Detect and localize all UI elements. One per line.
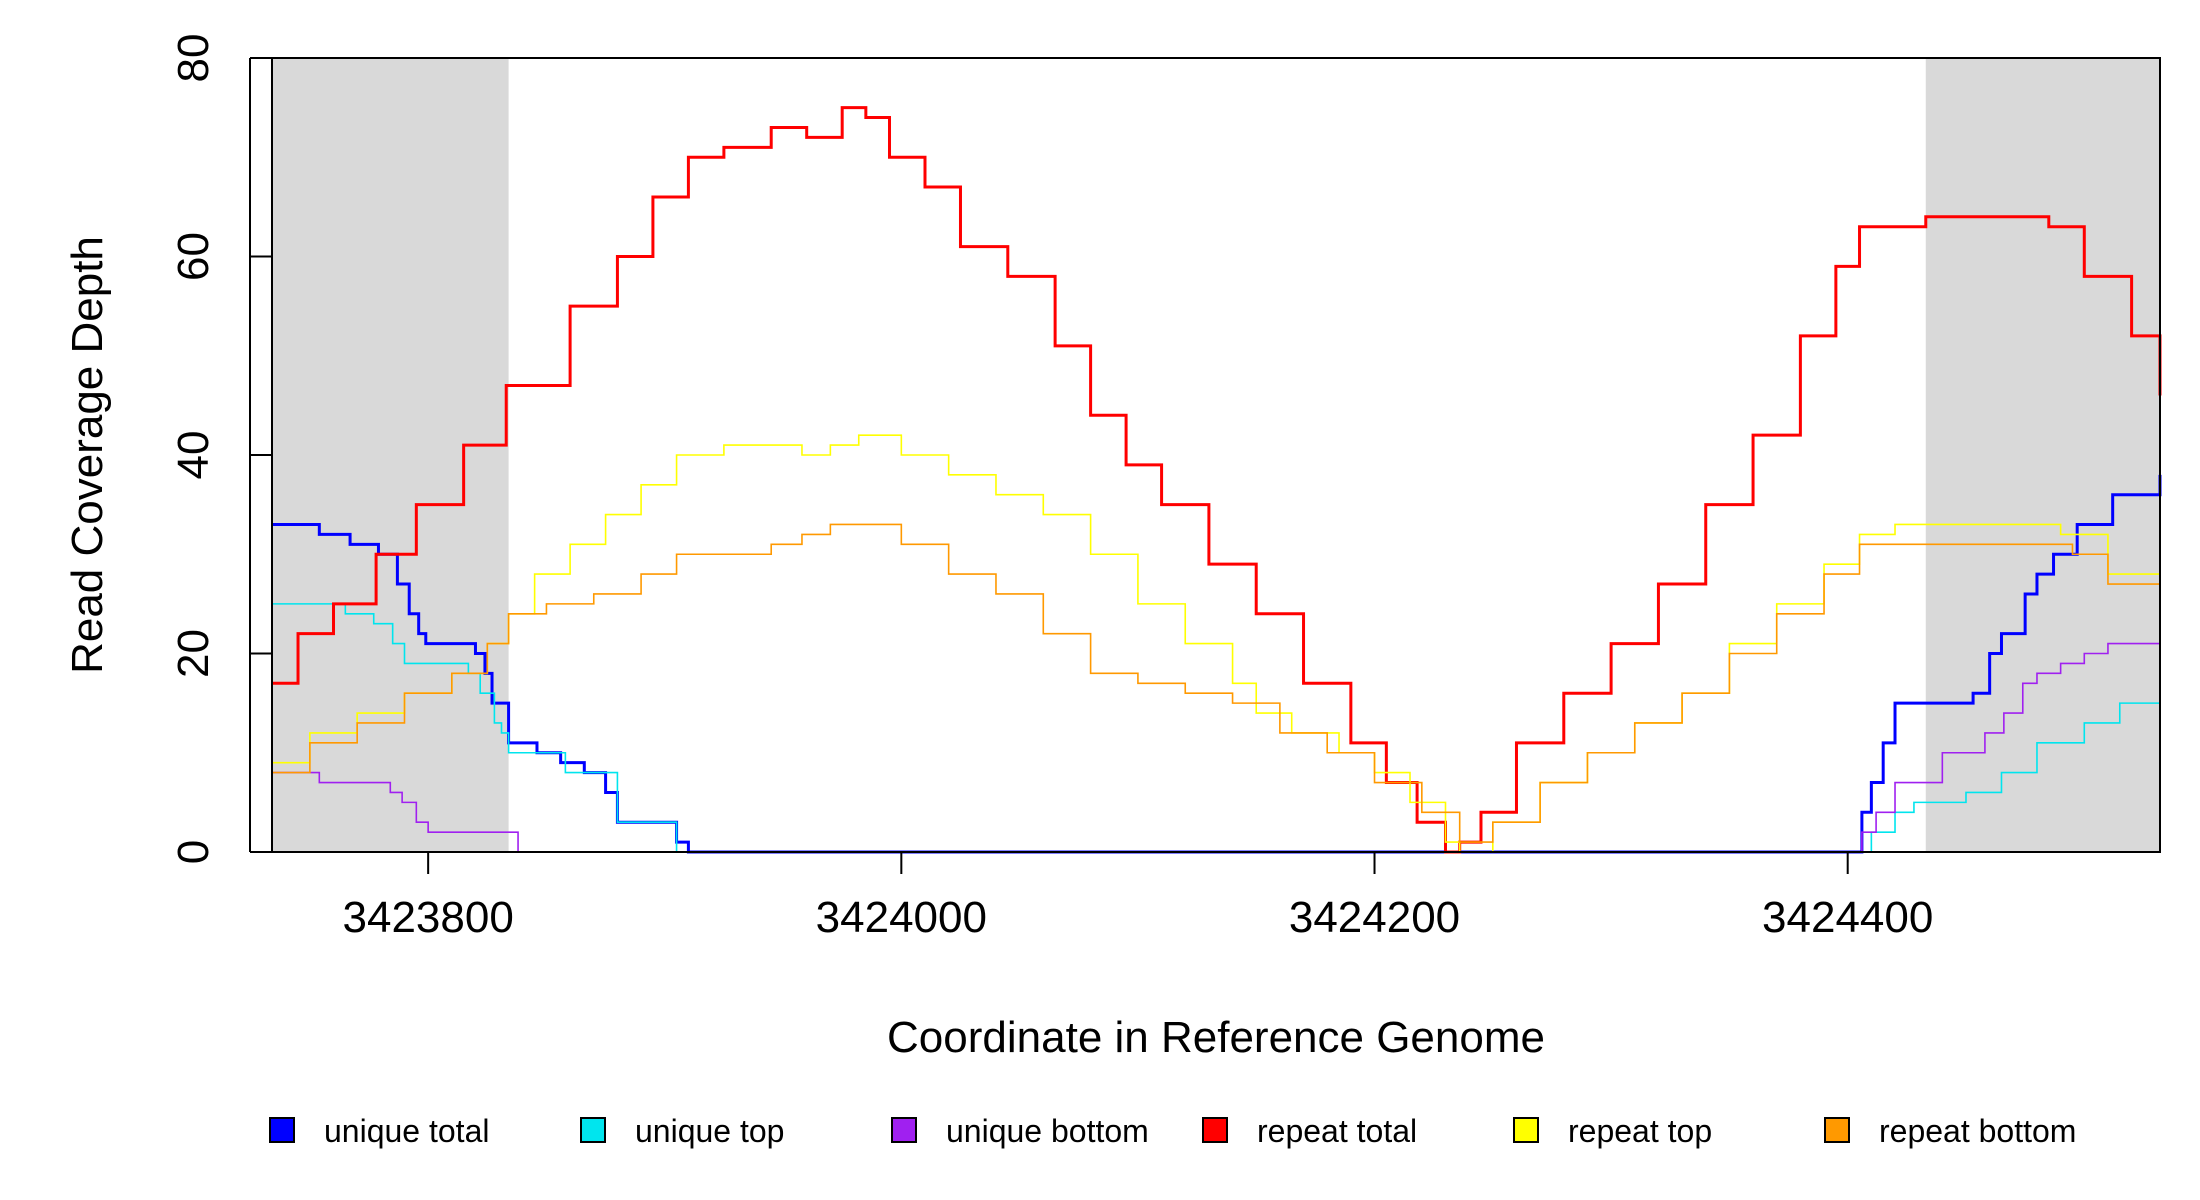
legend-swatch-6 [1824,1117,1850,1143]
y-tick-label-1: 0 [169,840,218,864]
x-tick-label-3: 3424200 [1289,893,1460,942]
legend: unique total unique top unique bottom repea… [269,1113,2076,1149]
series-line-unique-bottom [272,642,2160,853]
y-tick-label-3: 40 [169,431,218,480]
y-axis: 0 20 40 60 80 [169,34,272,864]
legend-label-1: unique total [324,1113,489,1149]
x-axis: 3423800 3424000 3424200 3424400 [343,852,1933,942]
legend-label-6: repeat bottom [1879,1113,2076,1149]
series-line-unique-top [272,603,2161,853]
x-tick-label-2: 3424000 [816,893,987,942]
y-tick-label-2: 20 [169,629,218,678]
series-lines [272,106,2162,854]
legend-swatch-2 [580,1117,606,1143]
y-axis-label: Read Coverage Depth [63,236,112,674]
legend-label-3: unique bottom [946,1113,1149,1149]
shaded-region-1 [272,58,509,852]
x-tick-label-4: 3424400 [1762,893,1933,942]
legend-label-5: repeat top [1568,1113,1712,1149]
y-tick-label-4: 60 [169,232,218,281]
plot-frame [271,57,2161,853]
legend-label-4: repeat total [1257,1113,1417,1149]
series-line-unique-total [272,474,2162,854]
legend-swatch-4 [1202,1117,1228,1143]
legend-swatch-1 [269,1117,295,1143]
y-tick-label-5: 80 [169,34,218,83]
x-tick-label-1: 3423800 [343,893,514,942]
legend-label-2: unique top [635,1113,784,1149]
series-line-repeat-bottom [272,523,2161,843]
series-line-repeat-top [272,434,2161,853]
legend-swatch-3 [891,1117,917,1143]
shaded-regions [272,58,2160,852]
legend-swatch-5 [1513,1117,1539,1143]
series-line-repeat-total [272,106,2162,854]
x-axis-label: Coordinate in Reference Genome [887,1013,1545,1062]
shaded-region-2 [1925,58,2160,852]
